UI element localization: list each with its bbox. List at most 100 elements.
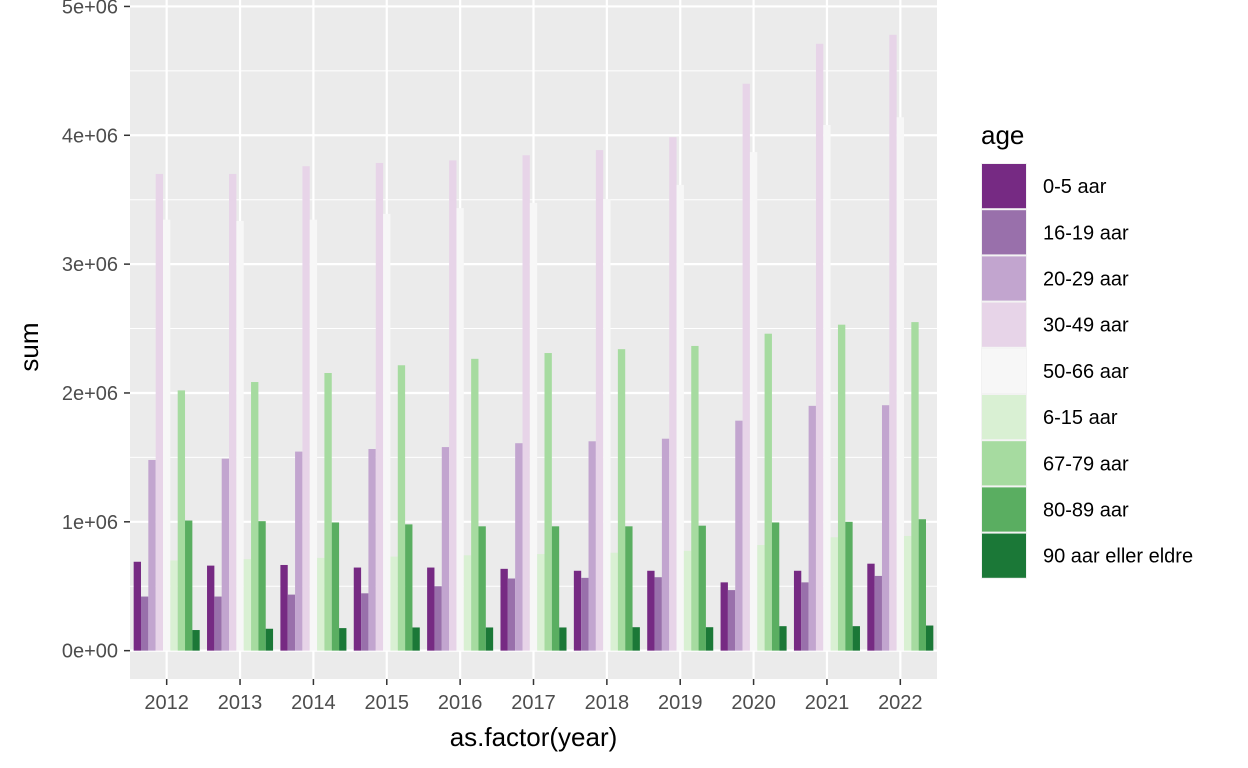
bar	[383, 213, 391, 651]
bar	[236, 220, 244, 651]
legend-label: 80-89 aar	[1043, 500, 1129, 522]
bar	[918, 519, 926, 651]
legend: age 0-5 aar 16-19 aar 20-29 aar 30-49 aar 50…	[981, 120, 1193, 579]
bar	[610, 552, 618, 651]
legend-key	[982, 348, 1026, 393]
x-tick-label: 2021	[805, 692, 850, 714]
bar	[720, 582, 728, 651]
y-tick-label: 0e+00	[62, 641, 118, 663]
x-tick-label: 2020	[731, 692, 776, 714]
x-axis: 2012 2013 2014 2015 2016 2017 2018 2019 2020 2021…	[144, 679, 923, 714]
bar	[361, 593, 369, 651]
bar	[815, 43, 824, 651]
bar	[434, 586, 442, 651]
bar	[471, 358, 479, 651]
bar	[170, 560, 178, 651]
x-tick-label: 2015	[365, 692, 410, 714]
x-tick-label: 2012	[144, 692, 189, 714]
y-tick-label: 2e+06	[62, 383, 118, 405]
bar	[405, 524, 413, 651]
bar	[302, 166, 310, 651]
legend-label: 6-15 aar	[1043, 407, 1118, 429]
x-tick-label: 2016	[438, 692, 483, 714]
bar	[764, 333, 772, 651]
bar	[353, 567, 362, 651]
bar	[317, 557, 325, 651]
bar	[742, 83, 750, 651]
legend-key	[982, 487, 1026, 532]
bar	[192, 630, 200, 651]
bar	[368, 449, 376, 651]
bar	[603, 199, 611, 651]
legend-label: 16-19 aar	[1043, 222, 1129, 244]
bar	[559, 627, 567, 651]
bar	[207, 565, 215, 651]
bar	[925, 625, 934, 651]
bar	[881, 405, 890, 651]
bar	[647, 570, 655, 651]
legend-title: age	[981, 120, 1024, 150]
bar	[625, 526, 633, 651]
y-tick-label: 1e+06	[62, 512, 118, 534]
bar	[617, 349, 626, 651]
bar	[676, 184, 684, 651]
bar	[522, 155, 530, 651]
bar	[463, 555, 472, 651]
bar	[537, 554, 545, 651]
legend-key	[982, 395, 1026, 440]
bar	[632, 627, 640, 651]
legend-key	[982, 441, 1026, 486]
bar	[727, 590, 736, 651]
bar	[141, 596, 149, 651]
bar	[889, 34, 897, 651]
bar	[214, 596, 222, 651]
bar	[397, 365, 406, 651]
bar	[705, 627, 714, 651]
legend-label: 0-5 aar	[1043, 176, 1107, 198]
bar	[485, 627, 494, 651]
bar	[874, 575, 882, 651]
bar	[280, 564, 288, 651]
bar	[845, 521, 853, 651]
bar	[757, 545, 765, 651]
y-tick-label: 4e+06	[62, 125, 118, 147]
bar	[251, 382, 259, 651]
bar	[375, 162, 384, 651]
bar	[265, 628, 274, 651]
bar	[669, 137, 677, 651]
y-axis: 0e+00 1e+06 2e+06 3e+06 4e+06 5e+06	[62, 0, 130, 663]
bar	[515, 443, 523, 651]
bar	[390, 556, 398, 651]
bar	[911, 322, 919, 651]
bar	[155, 173, 164, 651]
bar	[691, 345, 699, 651]
bar	[823, 124, 831, 651]
bar	[698, 525, 706, 651]
x-tick-label: 2022	[878, 692, 923, 714]
legend-label: 20-29 aar	[1043, 269, 1129, 291]
bar	[427, 567, 435, 651]
legend-key	[982, 533, 1026, 578]
bars	[133, 34, 934, 651]
x-tick-label: 2019	[658, 692, 703, 714]
bar	[735, 420, 743, 651]
bar	[830, 537, 838, 651]
bar	[867, 563, 875, 651]
bar	[258, 521, 266, 651]
x-tick-label: 2014	[291, 692, 336, 714]
bar	[133, 561, 142, 651]
bar	[507, 578, 516, 651]
bar	[185, 520, 193, 651]
bar	[148, 459, 156, 651]
bar	[654, 577, 662, 651]
bar	[500, 568, 508, 651]
bar	[287, 594, 296, 651]
bar	[243, 559, 252, 651]
y-axis-title: sum	[14, 322, 44, 371]
bar	[544, 353, 552, 651]
bar	[324, 372, 332, 651]
bar	[771, 522, 780, 651]
legend-label: 90 aar eller eldre	[1043, 546, 1193, 568]
bar	[896, 117, 904, 651]
